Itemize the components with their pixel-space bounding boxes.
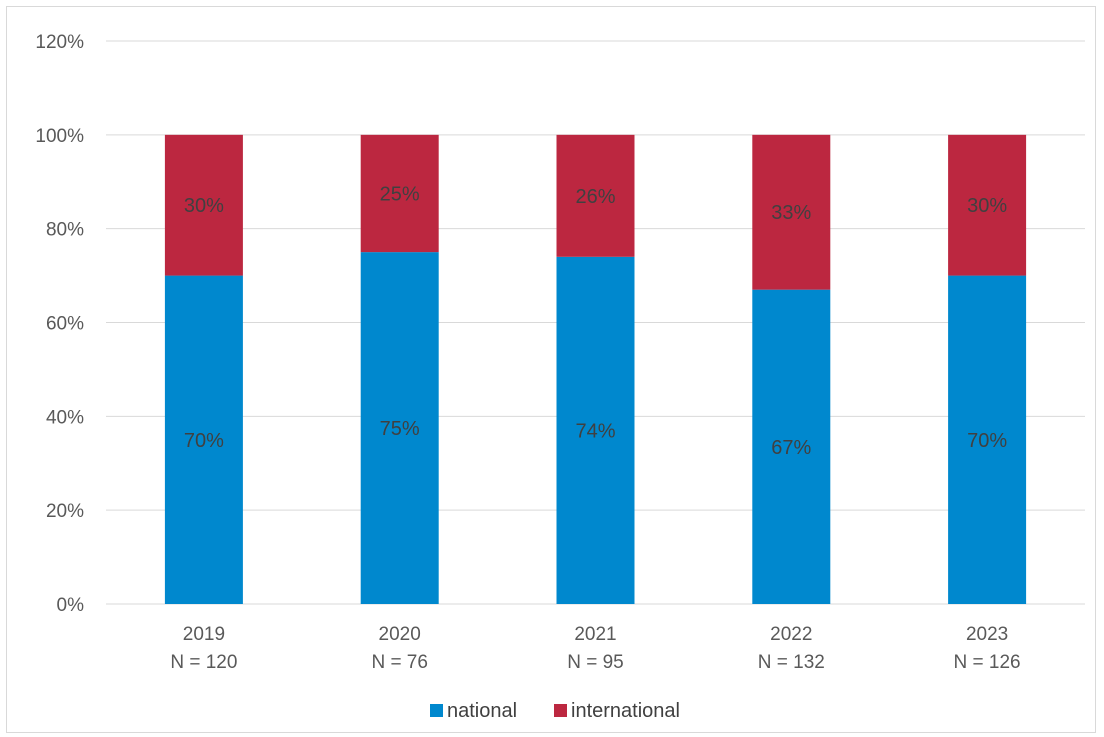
data-label: 26% <box>575 186 615 208</box>
bar-international-2022 <box>752 134 831 290</box>
y-tick-label: 60% <box>46 314 84 335</box>
y-tick-label: 20% <box>46 501 84 522</box>
bar-international-2021 <box>556 134 635 257</box>
x-category-label: 2021 <box>574 624 616 645</box>
bar-national-2022 <box>752 289 831 604</box>
bar-international-2023 <box>948 134 1027 276</box>
y-tick-label: 100% <box>35 126 84 147</box>
legend-label-national: national <box>447 700 517 722</box>
x-category-sublabel: N = 76 <box>371 652 428 673</box>
y-tick-label: 40% <box>46 407 84 428</box>
x-category-sublabel: N = 120 <box>170 652 237 673</box>
x-category-label: 2020 <box>379 624 421 645</box>
bar-national-2020 <box>360 252 439 604</box>
x-category-label: 2023 <box>966 624 1008 645</box>
legend-swatch-national <box>430 704 443 717</box>
bar-national-2023 <box>948 275 1027 604</box>
x-category-label: 2019 <box>183 624 225 645</box>
data-label: 67% <box>771 437 811 459</box>
data-label: 75% <box>380 418 420 440</box>
legend-swatch-international <box>554 704 567 717</box>
legend-label-international: international <box>571 700 680 722</box>
data-label: 70% <box>967 430 1007 452</box>
data-label: 33% <box>771 202 811 224</box>
bar-international-2019 <box>164 134 243 276</box>
bar-national-2019 <box>164 275 243 604</box>
data-label: 30% <box>967 195 1007 217</box>
x-category-label: 2022 <box>770 624 812 645</box>
y-tick-label: 120% <box>35 32 84 53</box>
bar-international-2020 <box>360 134 439 253</box>
data-label: 74% <box>575 420 615 442</box>
y-tick-label: 0% <box>57 595 85 616</box>
y-tick-label: 80% <box>46 220 84 241</box>
data-label: 30% <box>184 195 224 217</box>
data-label: 25% <box>380 183 420 205</box>
x-category-sublabel: N = 126 <box>954 652 1021 673</box>
x-category-sublabel: N = 132 <box>758 652 825 673</box>
bar-national-2021 <box>556 256 635 604</box>
x-category-sublabel: N = 95 <box>567 652 624 673</box>
data-label: 70% <box>184 430 224 452</box>
